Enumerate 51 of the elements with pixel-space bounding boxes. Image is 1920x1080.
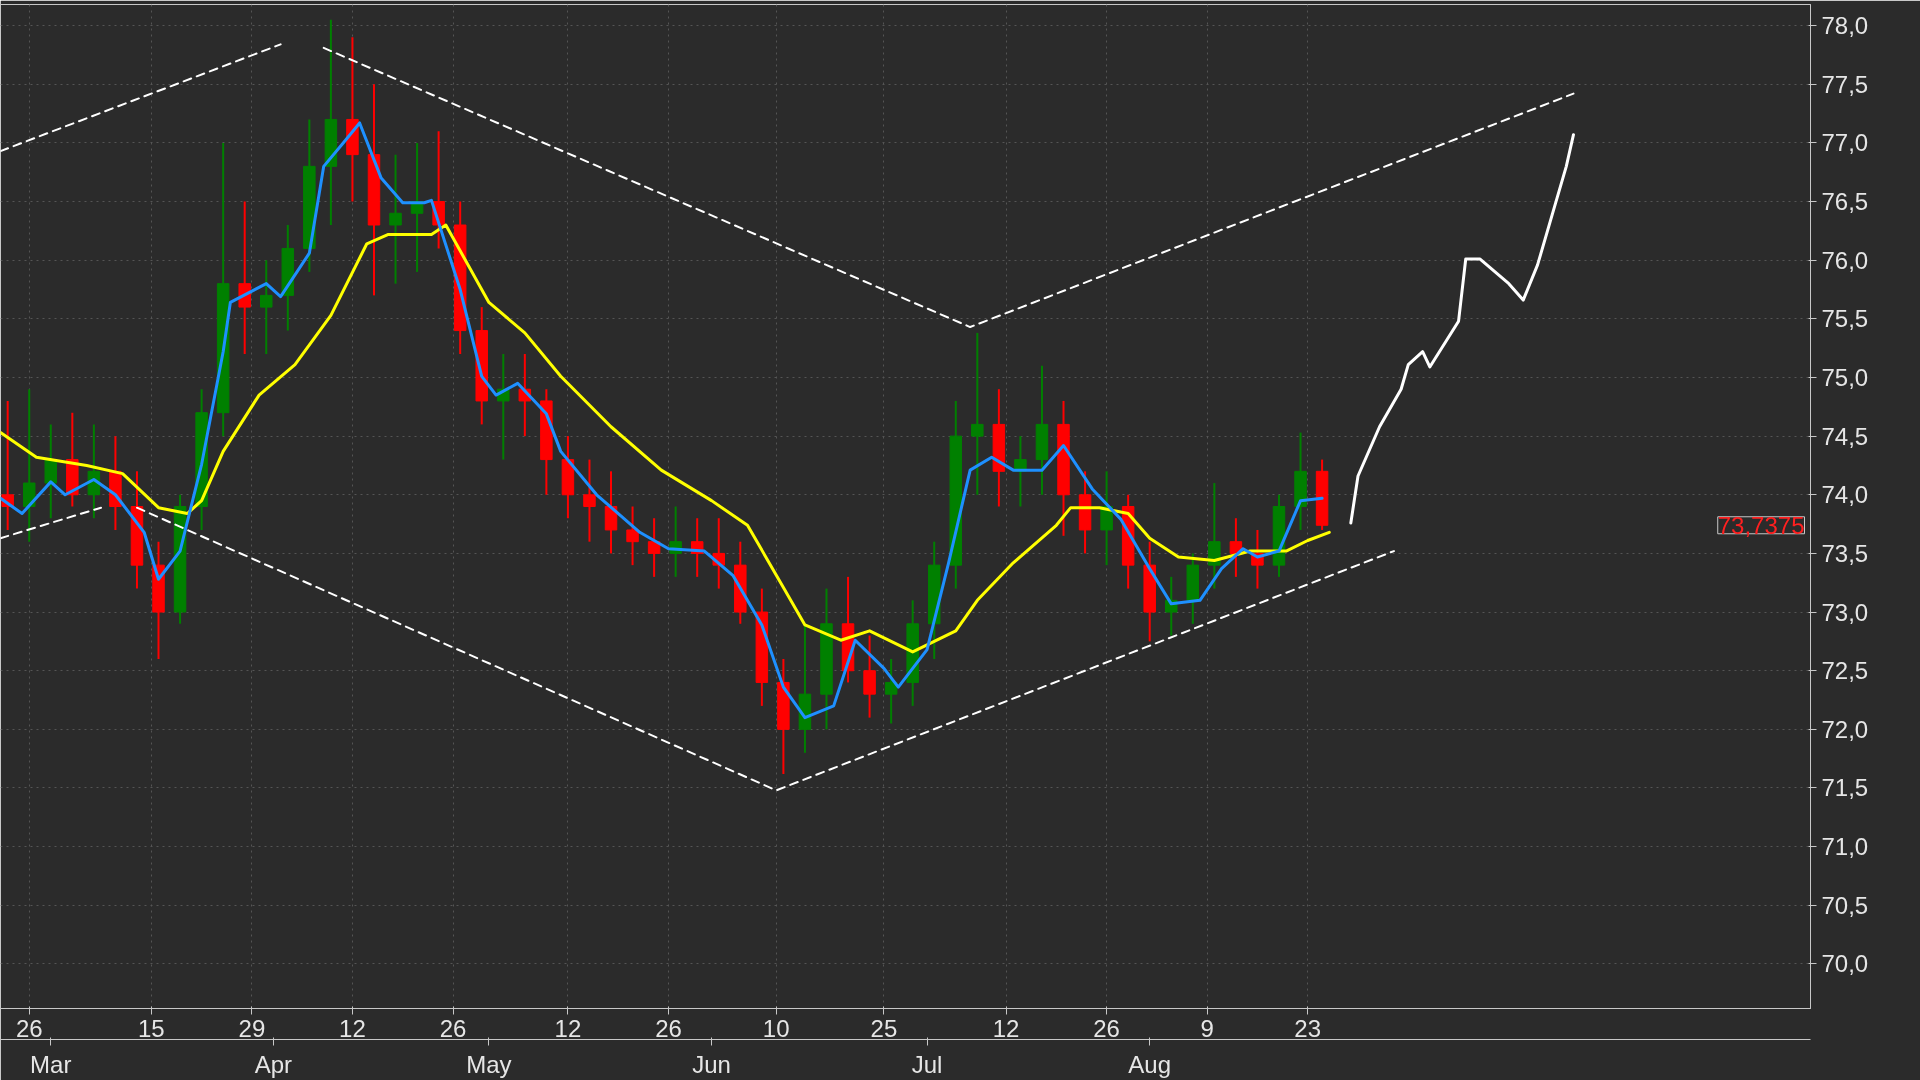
y-tick-label: 71,5 bbox=[1821, 774, 1869, 802]
candlestick bbox=[647, 517, 661, 578]
line-series bbox=[1349, 133, 1575, 525]
x2-tick-label: Apr bbox=[254, 1050, 293, 1078]
y-tick-label: 77,5 bbox=[1821, 70, 1869, 98]
x2-tick-label: Jun bbox=[692, 1050, 731, 1078]
y-tick-label: 75,0 bbox=[1821, 363, 1869, 391]
x-tick-label: 26 bbox=[15, 1014, 43, 1042]
candlestick bbox=[238, 200, 251, 356]
y-tick-label: 77,0 bbox=[1821, 129, 1869, 157]
y-tick-label: 73,5 bbox=[1821, 539, 1869, 567]
candlestick bbox=[389, 153, 402, 285]
x-tick-label: 26 bbox=[439, 1014, 467, 1042]
x-tick-label: 9 bbox=[1200, 1014, 1214, 1042]
candlestick bbox=[22, 388, 36, 543]
y-tick-label: 70,0 bbox=[1821, 950, 1869, 978]
x2-tick-label: Jul bbox=[911, 1050, 943, 1078]
candlestick bbox=[1208, 482, 1221, 590]
x2-tick-label: May bbox=[466, 1050, 512, 1078]
x2-tick-label: Aug bbox=[1128, 1050, 1172, 1078]
x-tick-label: 26 bbox=[655, 1014, 682, 1042]
candlestick bbox=[626, 505, 639, 567]
x-tick-label: 12 bbox=[554, 1014, 582, 1042]
candlestick bbox=[884, 657, 898, 725]
x-tick-label: 29 bbox=[238, 1014, 266, 1042]
candlestick bbox=[1100, 470, 1113, 567]
annotation: 73,7375 bbox=[1717, 511, 1805, 539]
y-tick-label: 74,0 bbox=[1821, 481, 1869, 509]
y-tick-label: 74,5 bbox=[1821, 422, 1869, 450]
x-tick-label: 26 bbox=[1093, 1014, 1120, 1042]
y-tick-label: 70,5 bbox=[1821, 891, 1869, 919]
y-tick-label: 76,5 bbox=[1821, 188, 1869, 216]
y-tick-label: 73,0 bbox=[1821, 598, 1869, 626]
y-tick-label: 75,5 bbox=[1821, 305, 1869, 333]
x-tick-label: 12 bbox=[339, 1014, 366, 1042]
candlestick bbox=[863, 634, 876, 719]
x-tick-label: 23 bbox=[1294, 1014, 1322, 1042]
x-tick-label: 25 bbox=[870, 1014, 898, 1042]
y-tick-label: 78,0 bbox=[1821, 12, 1869, 40]
y-tick-label: 71,0 bbox=[1821, 833, 1869, 861]
candlestick bbox=[971, 331, 984, 496]
y-tick-label: 72,0 bbox=[1821, 715, 1869, 743]
candlestick bbox=[44, 423, 58, 520]
x-tick-label: 15 bbox=[137, 1014, 165, 1042]
x-tick-label: 10 bbox=[762, 1014, 790, 1042]
candlestick bbox=[583, 458, 596, 543]
x2-tick-label: Mar bbox=[30, 1050, 72, 1078]
candlestick bbox=[260, 259, 273, 356]
y-tick-label: 76,0 bbox=[1821, 246, 1869, 274]
y-tick-label: 72,5 bbox=[1821, 657, 1869, 685]
x-tick-label: 12 bbox=[992, 1014, 1020, 1042]
